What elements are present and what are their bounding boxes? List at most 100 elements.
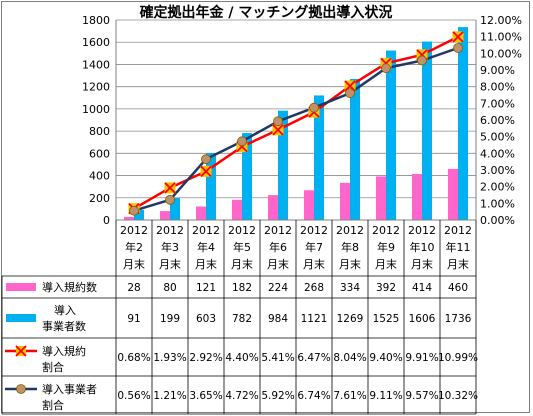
bar-kiyaku	[412, 174, 422, 220]
point-marker	[201, 154, 211, 165]
bar-kiyaku	[376, 176, 386, 220]
data-cell: 0.68%	[117, 352, 150, 364]
data-cell: 28	[127, 282, 140, 294]
x-tick-label: 年10	[410, 240, 435, 254]
data-cell: 1606	[409, 313, 436, 325]
data-cell: 199	[160, 313, 180, 325]
bar-jigyosha	[242, 133, 252, 220]
x-tick-label: 年3	[161, 240, 179, 254]
y-left-tick-label: 0	[103, 214, 110, 227]
point-marker	[452, 31, 464, 43]
bar-kiyaku	[268, 195, 278, 220]
y-left-tick-label: 1800	[82, 14, 110, 27]
x-tick-label: 月末	[447, 257, 469, 271]
legend-key	[6, 283, 36, 291]
bar-jigyosha	[170, 197, 180, 220]
legend-label: 導入規約	[42, 344, 86, 358]
point-marker	[237, 136, 247, 147]
data-cell: 9.11%	[369, 390, 402, 402]
x-tick-label: 月末	[231, 257, 253, 271]
data-cell: 2.92%	[189, 352, 222, 364]
data-cell: 182	[232, 282, 252, 294]
x-tick-label: 年5	[233, 240, 251, 254]
bar-jigyosha	[278, 110, 288, 220]
y-right-tick-label: 8.00%	[480, 81, 515, 94]
data-cell: 91	[127, 313, 140, 325]
data-cell: 7.61%	[333, 390, 366, 402]
point-marker	[164, 182, 176, 194]
point-marker	[272, 124, 284, 136]
bar-kiyaku	[448, 168, 458, 220]
x-tick-label: 年7	[305, 240, 323, 254]
data-cell: 6.47%	[297, 352, 330, 364]
y-right-tick-label: 10.00%	[480, 47, 522, 60]
data-cell: 3.65%	[189, 390, 222, 402]
point-marker	[273, 116, 283, 127]
y-right-tick-label: 5.00%	[480, 131, 515, 144]
legend-label: 導入	[54, 303, 76, 317]
data-cell: 4.40%	[225, 352, 258, 364]
data-cell: 414	[412, 282, 432, 294]
point-marker	[381, 63, 391, 74]
x-tick-label: 2012	[192, 224, 220, 237]
y-right-tick-label: 2.00%	[480, 181, 515, 194]
legend-label: 割合	[42, 360, 64, 374]
x-tick-label: 月末	[303, 257, 325, 271]
series-line-jigyosha-ratio	[133, 46, 459, 212]
x-tick-label: 月末	[159, 257, 181, 271]
y-left-tick-label: 200	[89, 192, 110, 205]
bar-jigyosha	[350, 79, 360, 220]
data-cell: 224	[268, 282, 288, 294]
data-cell: 1.93%	[153, 352, 186, 364]
x-tick-label: 年8	[341, 240, 359, 254]
y-right-tick-label: 4.00%	[480, 147, 515, 160]
x-tick-label: 2012	[300, 224, 328, 237]
y-right-tick-label: 1.00%	[480, 197, 515, 210]
legend-label: 導入事業者	[42, 382, 97, 396]
bar-jigyosha	[458, 27, 468, 220]
data-cell: 1.21%	[153, 390, 186, 402]
data-cell: 5.92%	[261, 390, 294, 402]
legend-label: 事業者数	[42, 320, 86, 333]
x-tick-label: 2012	[336, 224, 364, 237]
data-cell: 6.74%	[297, 390, 330, 402]
bar-kiyaku	[304, 190, 314, 220]
x-tick-label: 2012	[444, 224, 472, 237]
bar-kiyaku	[232, 199, 242, 220]
x-tick-label: 月末	[267, 257, 289, 271]
x-tick-label: 年6	[269, 240, 287, 254]
point-marker	[453, 43, 463, 53]
y-left-tick-label: 1600	[82, 36, 110, 49]
legend-label: 導入規約数	[42, 280, 97, 294]
data-cell: 984	[268, 313, 288, 325]
data-cell: 603	[196, 313, 216, 325]
legend-label: 割合	[42, 398, 64, 412]
data-cell: 334	[340, 282, 360, 294]
bar-kiyaku	[196, 206, 206, 220]
y-left-tick-label: 600	[89, 147, 110, 160]
data-cell: 9.40%	[369, 352, 402, 364]
y-left-tick-label: 1000	[82, 103, 110, 116]
x-tick-label: 2012	[156, 224, 184, 237]
data-cell: 1121	[301, 313, 328, 325]
x-tick-label: 月末	[339, 257, 361, 271]
legend-key	[6, 314, 36, 322]
data-cell: 392	[376, 282, 396, 294]
data-cell: 1525	[373, 313, 400, 325]
x-tick-label: 年11	[446, 240, 471, 254]
y-left-tick-label: 400	[89, 170, 110, 183]
data-cell: 9.57%	[405, 390, 438, 402]
x-tick-label: 2012	[372, 224, 400, 237]
data-cell: 10.99%	[438, 352, 478, 364]
bar-jigyosha	[422, 41, 432, 220]
bar-jigyosha	[386, 50, 396, 220]
y-right-tick-label: 7.00%	[480, 97, 515, 110]
point-marker	[417, 55, 427, 66]
x-tick-label: 月末	[411, 257, 433, 271]
x-tick-label: 年2	[125, 240, 143, 254]
legend-marker	[16, 384, 26, 394]
x-tick-label: 年4	[197, 240, 215, 254]
bar-jigyosha	[134, 209, 144, 220]
x-tick-label: 2012	[408, 224, 436, 237]
